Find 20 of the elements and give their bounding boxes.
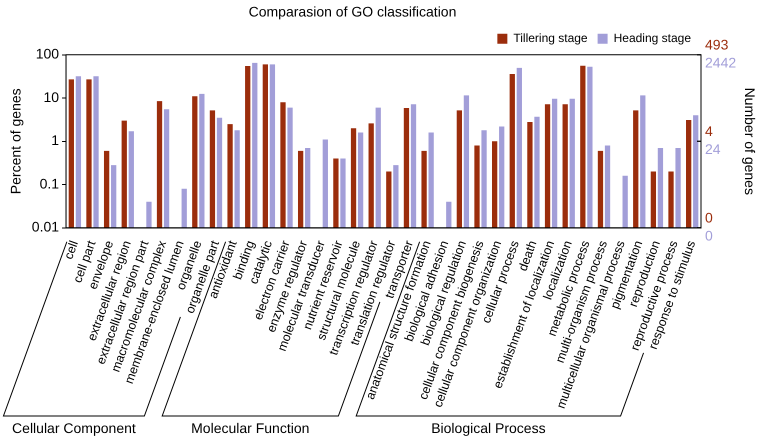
text: 0 bbox=[705, 228, 713, 244]
legend-label: Heading stage bbox=[614, 31, 692, 46]
y-axis-title: Percent of genes bbox=[7, 88, 24, 194]
text: 0 bbox=[705, 210, 713, 226]
y-tick-label: 0.1 bbox=[40, 175, 60, 192]
text: Biological Process bbox=[431, 420, 546, 436]
y-tick-label: 100 bbox=[36, 46, 60, 62]
y2-axis-title: Number of genes bbox=[742, 88, 758, 195]
text: Cellular Component bbox=[12, 420, 136, 436]
text: 4 bbox=[705, 123, 713, 140]
text: 24 bbox=[705, 141, 721, 158]
chart-title: Comparasion of GO classification bbox=[248, 3, 456, 20]
legend-label: Tillering stage bbox=[513, 31, 588, 46]
y-tick-label: 1 bbox=[51, 132, 60, 148]
text: 493 bbox=[705, 36, 729, 53]
text: Molecular Function bbox=[191, 420, 310, 436]
y-tick-label: 0.01 bbox=[32, 218, 60, 235]
y-tick-label: 10 bbox=[43, 88, 60, 105]
text: 2442 bbox=[705, 54, 736, 71]
x-tick-label: cell bbox=[61, 238, 81, 262]
